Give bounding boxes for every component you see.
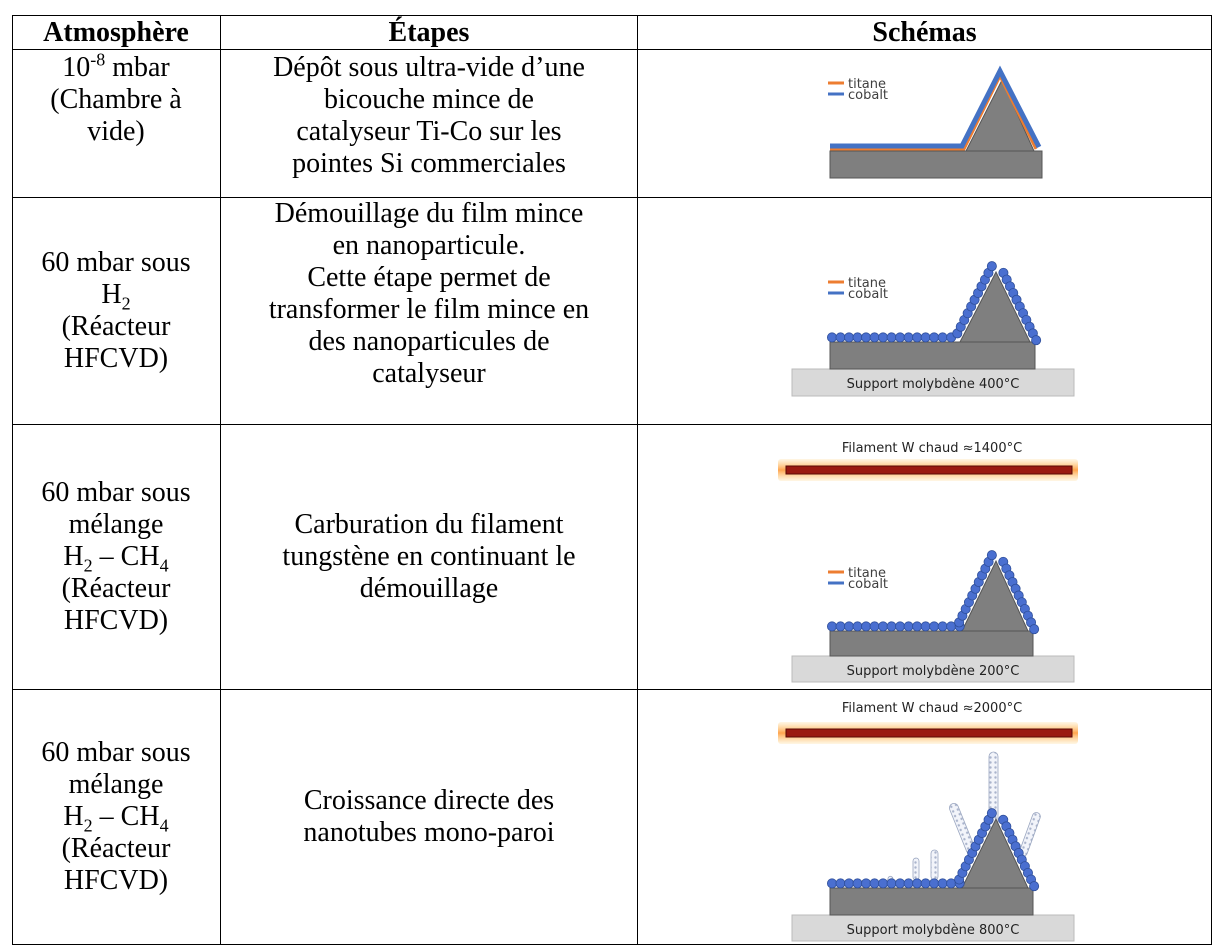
nanoparticle xyxy=(920,878,931,889)
table-border-top xyxy=(12,15,1212,16)
nanoparticle xyxy=(852,332,863,343)
row4-support-label: Support molybdène 800°C xyxy=(847,923,1020,938)
nanoparticle xyxy=(826,332,837,343)
nanoparticle xyxy=(895,878,906,889)
nanoparticle xyxy=(861,621,872,632)
header-divider xyxy=(12,49,1212,50)
nanoparticle xyxy=(835,621,846,632)
row1-legend-cobalt: cobalt xyxy=(848,88,888,103)
nanoparticle xyxy=(912,332,923,343)
nanoparticle xyxy=(895,332,906,343)
nanoparticle xyxy=(886,878,897,889)
nanoparticle xyxy=(869,332,880,343)
header-atmosphere: Atmosphère xyxy=(43,16,189,48)
row-divider-1 xyxy=(12,197,1212,198)
column-divider-1 xyxy=(220,15,221,945)
nanoparticle xyxy=(861,878,872,889)
nanoparticle xyxy=(878,878,889,889)
row2-support-label: Support molybdène 400°C xyxy=(847,377,1020,392)
row2-legend-cobalt: cobalt xyxy=(848,287,888,302)
row4-tip xyxy=(961,817,1029,889)
nanoparticle xyxy=(844,878,855,889)
nanoparticle xyxy=(986,808,997,819)
row3-atmosphere: 60 mbar sous mélange H2 – CH4 (Réacteur … xyxy=(41,477,191,636)
row2-etape: Démouillage du film mince en nanoparticul… xyxy=(268,198,590,389)
row-divider-3 xyxy=(12,689,1212,690)
table-border-right xyxy=(1211,15,1212,945)
row4-schema-diagram: Filament W chaud ≈2000°C Support molybdè… xyxy=(778,701,1078,942)
nanoparticle xyxy=(937,878,948,889)
row3-filament-label: Filament W chaud ≈1400°C xyxy=(842,441,1022,456)
nanoparticle xyxy=(920,621,931,632)
nanoparticle xyxy=(869,878,880,889)
nanoparticle xyxy=(852,878,863,889)
nanoparticle xyxy=(920,332,931,343)
nanoparticle xyxy=(844,621,855,632)
row4-substrate xyxy=(829,887,1034,916)
nanoparticle xyxy=(937,332,948,343)
nanoparticle xyxy=(852,621,863,632)
row3-substrate xyxy=(829,630,1034,657)
row2-atmosphere: 60 mbar sous H2 (Réacteur HFCVD) xyxy=(41,247,191,374)
nanoparticle xyxy=(903,621,914,632)
row4-etape: Croissance directe des nanotubes mono-par… xyxy=(303,785,555,848)
nanoparticle xyxy=(986,261,997,272)
row2-legend-titane: titane xyxy=(848,276,886,291)
header-schemas: Schémas xyxy=(872,16,977,48)
row3-support-label: Support molybdène 200°C xyxy=(847,664,1020,679)
table-border-bottom xyxy=(12,944,1212,945)
row2-tip xyxy=(959,270,1031,343)
nanoparticle xyxy=(886,332,897,343)
row4-support xyxy=(791,914,1075,942)
nanoparticle xyxy=(929,621,940,632)
row3-legend-titane: titane xyxy=(848,566,886,581)
row-divider-2 xyxy=(12,424,1212,425)
nanoparticle xyxy=(861,332,872,343)
row2-nanoparticles xyxy=(826,261,1042,346)
row3-nanoparticles xyxy=(826,550,1040,635)
nanoparticle xyxy=(886,621,897,632)
row2-schema-diagram: titane cobalt Support molybdène 400°C xyxy=(791,261,1075,397)
nanoparticle xyxy=(986,550,997,561)
row1-schema-diagram: titane cobalt xyxy=(828,65,1043,179)
row2-support xyxy=(791,368,1075,397)
row4-filament-label: Filament W chaud ≈2000°C xyxy=(842,701,1022,716)
row3-schema-diagram: Filament W chaud ≈1400°C titane cobalt S… xyxy=(778,441,1078,683)
row3-etape: Carburation du filament tungstène en cont… xyxy=(282,509,576,604)
nanoparticle xyxy=(937,621,948,632)
nanoparticle xyxy=(1029,881,1040,892)
header-etapes: Étapes xyxy=(388,16,470,48)
row1-substrate xyxy=(829,150,1043,179)
row4-nanoparticles xyxy=(826,808,1040,892)
row3-filament xyxy=(785,465,1073,475)
nanoparticle xyxy=(929,878,940,889)
row4-filament xyxy=(785,728,1073,738)
row4-atmosphere: 60 mbar sous mélange H2 – CH4 (Réacteur … xyxy=(41,737,191,896)
nanoparticle xyxy=(826,878,837,889)
nanoparticle xyxy=(903,878,914,889)
row1-legend-titane: titane xyxy=(848,77,886,92)
nanoparticle xyxy=(1031,335,1042,346)
nanoparticle xyxy=(903,332,914,343)
row1-atmosphere: 10-8 mbar (Chambre à vide) xyxy=(50,49,182,147)
row1-etape: Dépôt sous ultra-vide d’une bicouche minc… xyxy=(273,52,585,179)
nanoparticle xyxy=(835,878,846,889)
table-border-left xyxy=(12,15,13,945)
nanoparticle xyxy=(826,621,837,632)
nanoparticle xyxy=(912,878,923,889)
row3-legend-cobalt: cobalt xyxy=(848,577,888,592)
nanoparticle xyxy=(1029,624,1040,635)
nanoparticle xyxy=(844,332,855,343)
nanoparticle xyxy=(878,332,889,343)
row2-substrate xyxy=(829,341,1036,370)
nanoparticle xyxy=(878,621,889,632)
row3-tip xyxy=(961,559,1029,632)
nanoparticle xyxy=(869,621,880,632)
nanoparticle xyxy=(912,621,923,632)
nanoparticle xyxy=(895,621,906,632)
nanoparticle xyxy=(835,332,846,343)
column-divider-2 xyxy=(637,15,638,945)
nanoparticle xyxy=(929,332,940,343)
